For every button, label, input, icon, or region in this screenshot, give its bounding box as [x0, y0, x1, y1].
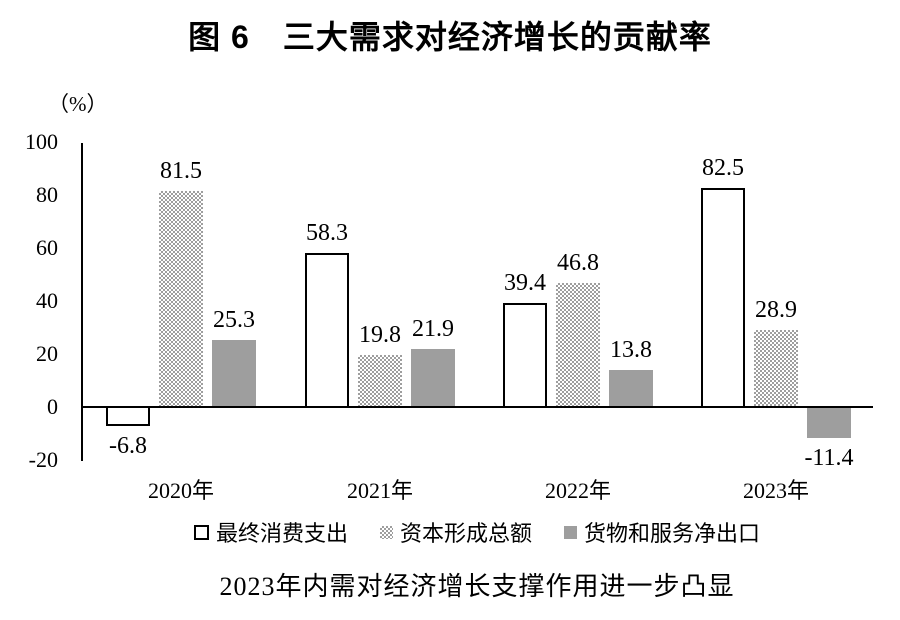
y-axis-tick-label: 100 — [25, 129, 58, 154]
legend-label: 资本形成总额 — [399, 521, 532, 546]
y-axis-tick-label: 80 — [36, 182, 58, 207]
bar-value-label: 13.8 — [610, 337, 652, 363]
bar-value-label: 25.3 — [213, 307, 255, 333]
bar-value-label: 81.5 — [160, 158, 202, 184]
y-axis-tick-label: 40 — [36, 288, 58, 313]
legend-label: 货物和服务净出口 — [584, 521, 761, 546]
bar-checker — [754, 330, 798, 408]
bar-value-label: 28.9 — [755, 297, 797, 323]
bar-outline — [701, 188, 745, 408]
bar-checker — [159, 191, 203, 408]
bar-value-label: 58.3 — [306, 220, 348, 246]
legend-item: 最终消费支出 — [193, 516, 348, 548]
legend-item: 货物和服务净出口 — [564, 516, 760, 548]
bar-solid — [212, 340, 256, 408]
legend-item: 资本形成总额 — [379, 516, 532, 548]
legend-label: 最终消费支出 — [215, 521, 348, 546]
bar-checker — [556, 283, 600, 408]
x-axis-label: 2021年 — [346, 478, 413, 503]
bar-solid — [411, 349, 455, 408]
zero-baseline — [81, 406, 873, 408]
x-axis-label: 2020年 — [147, 478, 214, 503]
legend-swatch-solid-icon — [564, 525, 577, 539]
legend-swatch-outline-icon — [193, 524, 209, 540]
bar-value-label: -11.4 — [804, 445, 854, 471]
figure-caption: 2023年内需对经济增长支撑作用进一步凸显 — [219, 572, 735, 601]
y-axis-tick-label: -20 — [28, 447, 58, 472]
x-axis-label: 2022年 — [544, 478, 611, 503]
bar-outline — [106, 406, 150, 426]
y-axis-line — [81, 143, 83, 461]
bar-value-label: 46.8 — [557, 250, 599, 276]
bar-value-label: 21.9 — [412, 316, 454, 342]
bar-value-label: 82.5 — [702, 155, 744, 181]
y-axis-tick-label: 20 — [36, 341, 58, 366]
y-axis-tick-label: 0 — [47, 394, 58, 419]
figure-title: 图 6 三大需求对经济增长的贡献率 — [188, 19, 712, 55]
chart-legend: 最终消费支出 资本形成总额 货物和服务净出口 — [81, 516, 873, 548]
bar-checker — [358, 355, 402, 408]
bar-solid — [807, 406, 851, 438]
bar-solid — [609, 370, 653, 408]
legend-swatch-checker-icon — [379, 525, 393, 539]
x-axis-label: 2023年 — [742, 478, 809, 503]
y-axis-unit-label: （%） — [48, 92, 108, 116]
bar-value-label: 39.4 — [504, 270, 546, 296]
y-axis-tick-label: 60 — [36, 235, 58, 260]
bar-value-label: 19.8 — [359, 322, 401, 348]
bar-outline — [503, 303, 547, 408]
bar-value-label: -6.8 — [109, 433, 147, 459]
